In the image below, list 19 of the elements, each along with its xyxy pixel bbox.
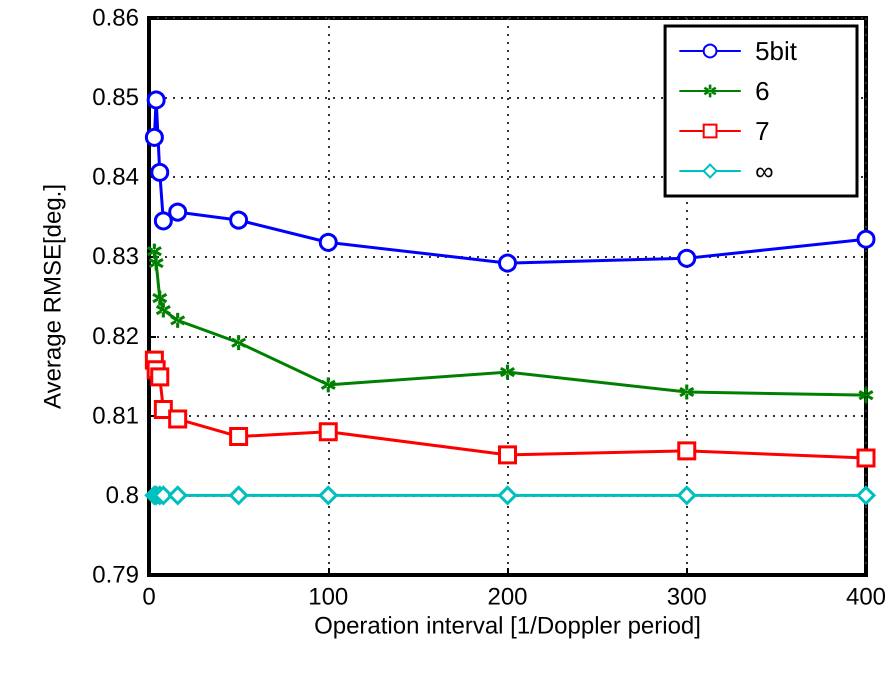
- y-tick-label: 0.79: [92, 562, 139, 588]
- y-axis-title: Average RMSE[deg.]: [40, 184, 66, 410]
- x-tick-label: 300: [666, 584, 707, 610]
- y-tick-label: 0.85: [92, 84, 139, 112]
- x-axis-title: Operation interval [1/Doppler period]: [314, 612, 701, 640]
- legend-label: 5bit: [755, 36, 798, 66]
- y-tick-label: 0.84: [92, 164, 139, 191]
- legend-label: 6: [755, 76, 770, 106]
- x-tick-label: 200: [487, 584, 528, 610]
- x-tick-label: 0: [142, 584, 156, 610]
- legend-label: ∞: [755, 156, 774, 186]
- y-tick-label: 0.82: [92, 322, 139, 350]
- x-tick-label: 100: [308, 584, 348, 610]
- y-tick-label: 0.83: [92, 243, 139, 270]
- legend-label: 7: [755, 116, 770, 146]
- y-tick-label: 0.86: [92, 4, 139, 32]
- x-tick-label: 400: [846, 584, 886, 610]
- y-tick-label: 0.81: [92, 402, 139, 430]
- y-tick-label: 0.8: [106, 482, 139, 509]
